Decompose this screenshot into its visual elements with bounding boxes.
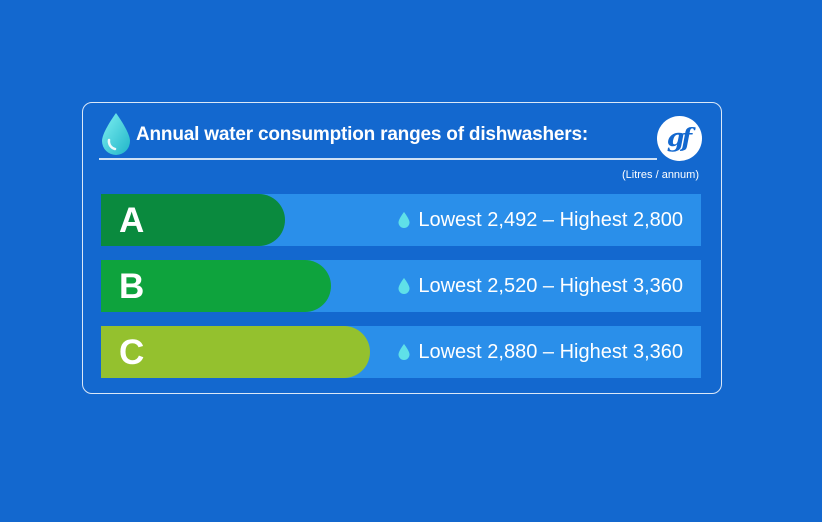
range-text-c: Lowest 2,880 – Highest 3,360: [418, 340, 683, 363]
gf-logo: gf: [657, 116, 702, 161]
water-drop-icon: [102, 113, 130, 155]
range-text-a: Lowest 2,492 – Highest 2,800: [418, 208, 683, 231]
grade-row-b: B Lowest 2,520 – Highest 3,360: [101, 260, 701, 312]
water-drop-icon: [398, 278, 410, 294]
grade-bar-b: [101, 260, 331, 312]
grade-letter-b: B: [119, 267, 145, 306]
range-label-a: Lowest 2,492 – Highest 2,800: [398, 194, 683, 246]
grade-letter-a: A: [119, 201, 145, 240]
range-text-b: Lowest 2,520 – Highest 3,360: [418, 274, 683, 297]
title-divider: [99, 158, 657, 160]
logo-text: gf: [666, 123, 692, 152]
chart-title: Annual water consumption ranges of dishw…: [136, 124, 588, 145]
chart-card: Annual water consumption ranges of dishw…: [82, 102, 722, 394]
range-label-c: Lowest 2,880 – Highest 3,360: [398, 326, 683, 378]
grade-row-a: A Lowest 2,492 – Highest 2,800: [101, 194, 701, 246]
grade-letter-c: C: [119, 333, 145, 372]
water-drop-icon: [398, 212, 410, 228]
range-label-b: Lowest 2,520 – Highest 3,360: [398, 260, 683, 312]
water-drop-icon: [398, 344, 410, 360]
grade-row-c: C Lowest 2,880 – Highest 3,360: [101, 326, 701, 378]
unit-label: (Litres / annum): [621, 169, 699, 181]
grade-bar-c: [101, 326, 370, 378]
grade-bar-a: [101, 194, 285, 246]
